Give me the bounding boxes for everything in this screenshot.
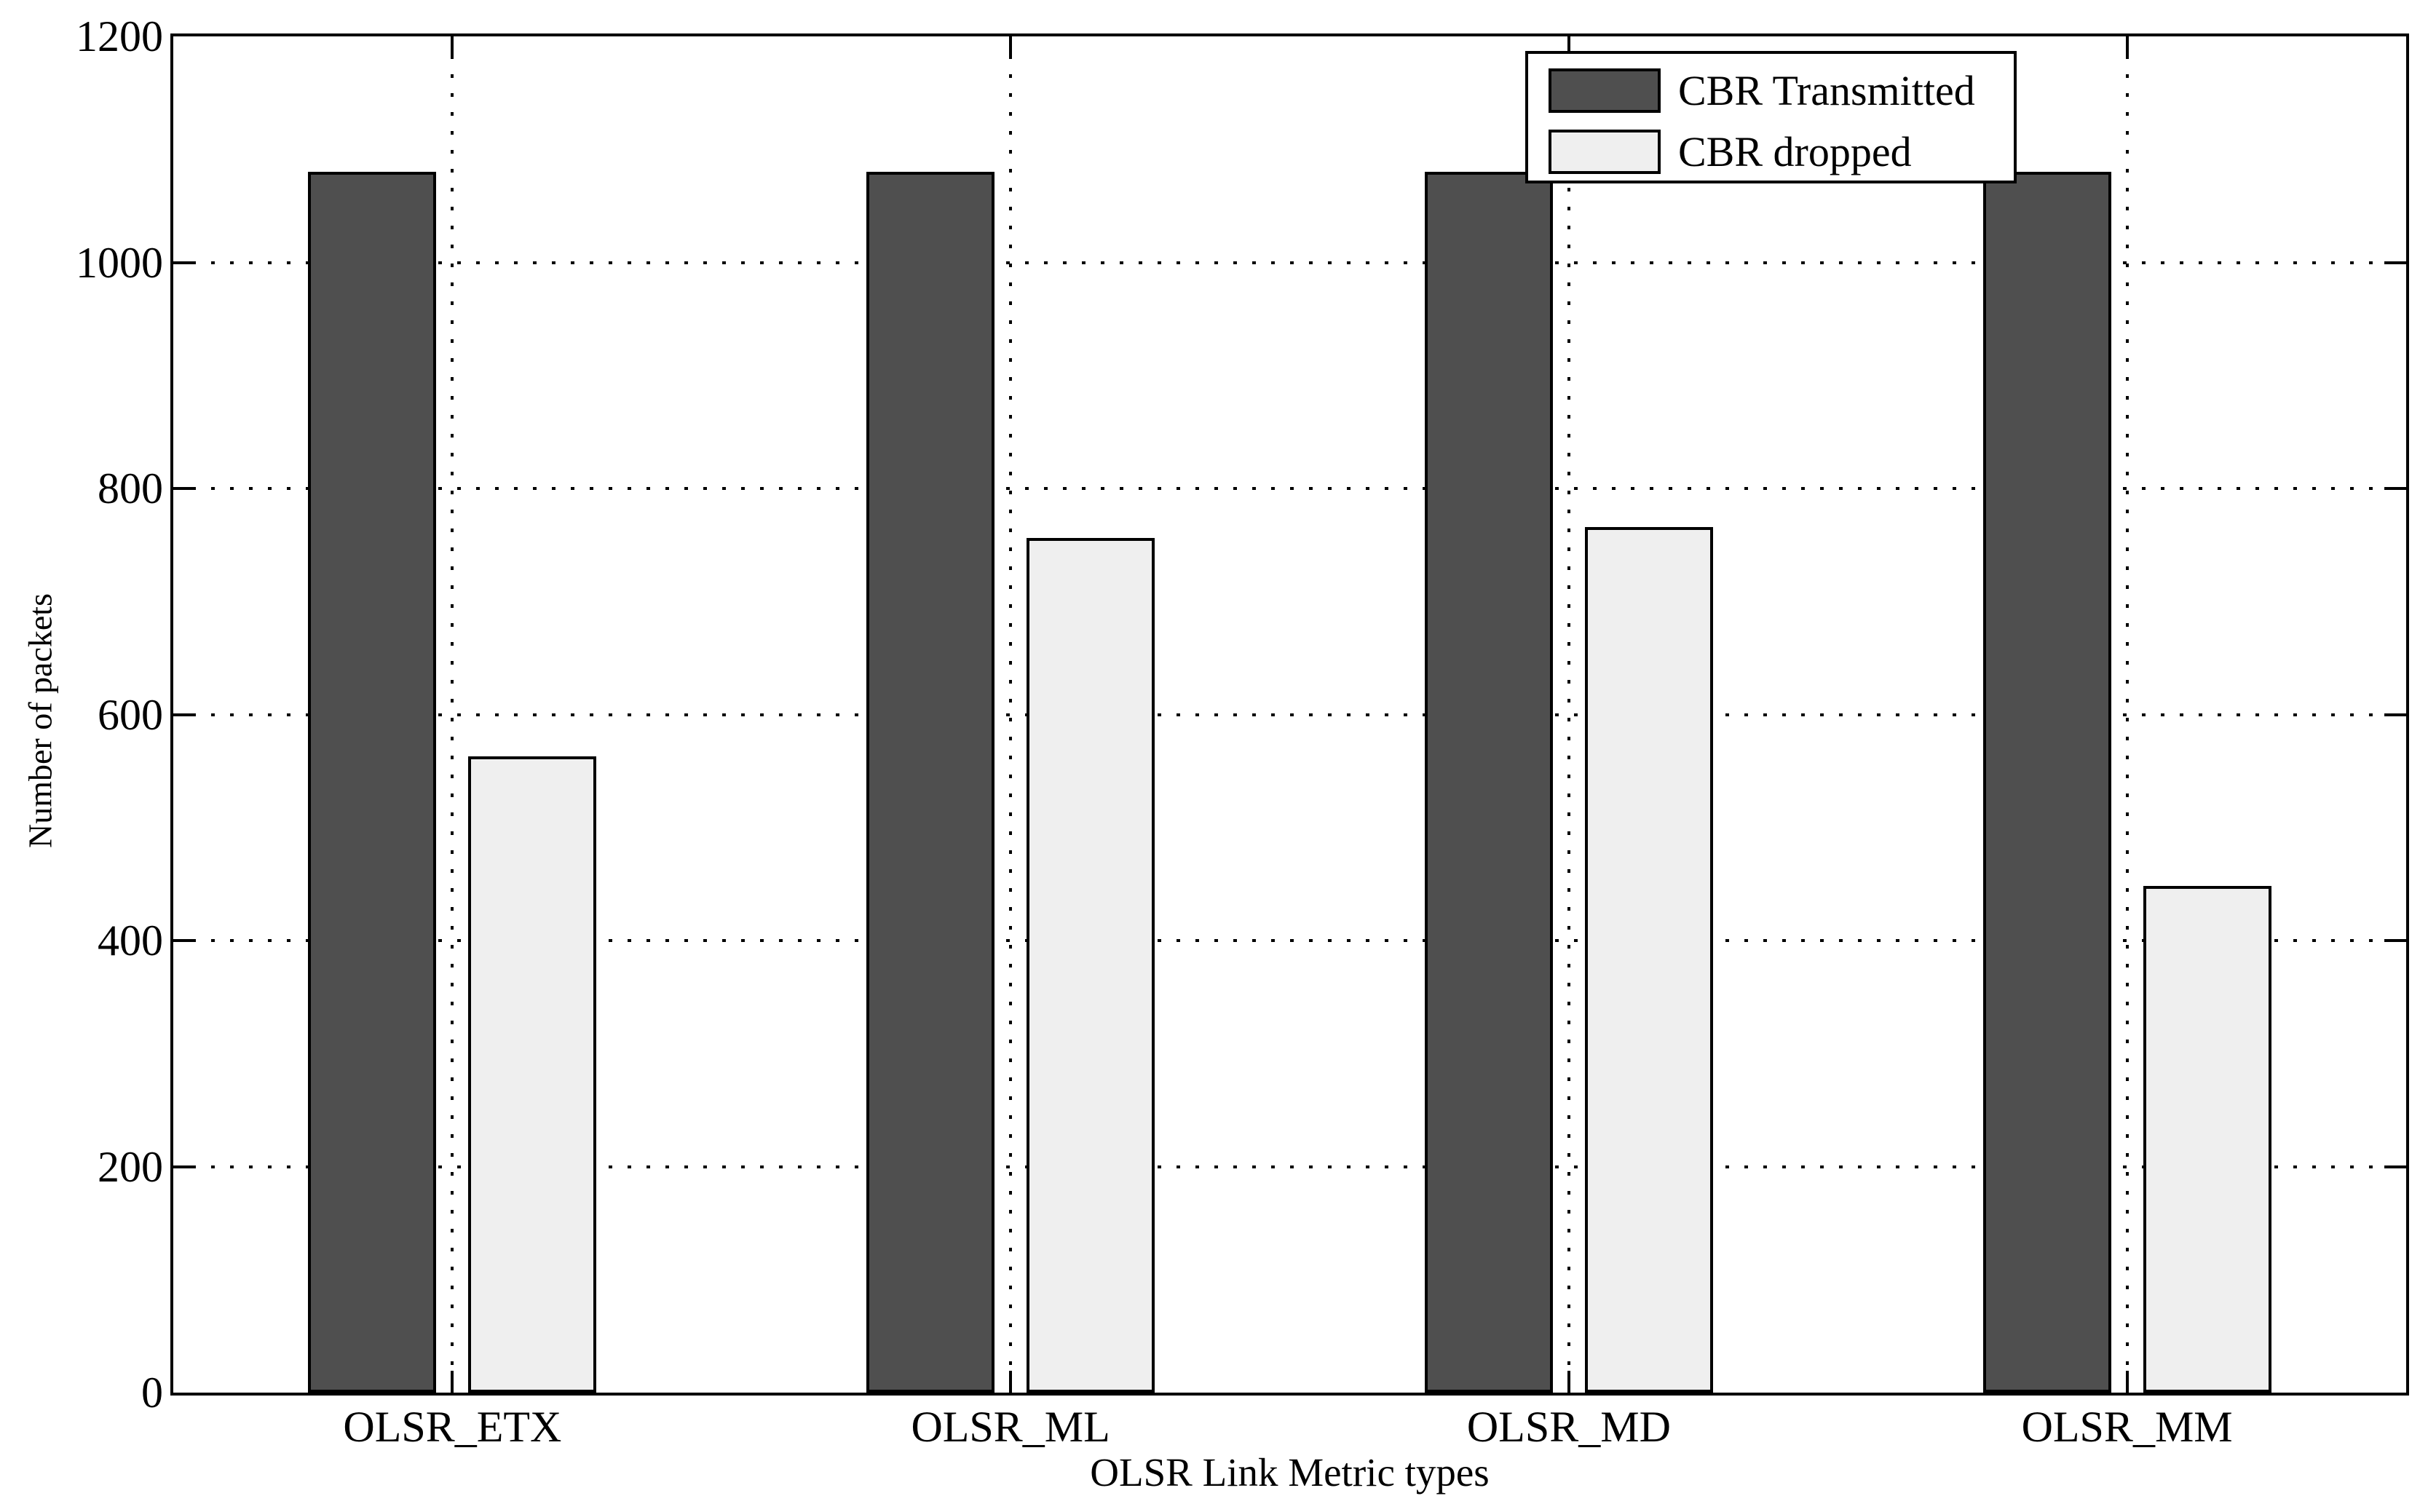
x-tick-label: OLSR_ETX — [343, 1403, 562, 1451]
bar-cbr-dropped-olsr_etx — [468, 756, 597, 1393]
y-tick-label: 1000 — [76, 238, 163, 287]
y-tick-label: 1200 — [76, 12, 163, 60]
x-tick-bottom — [1009, 1371, 1013, 1393]
y-tick-label: 400 — [98, 917, 163, 965]
x-tick-top — [451, 36, 454, 58]
x-tick-top — [1009, 36, 1013, 58]
legend-swatch-cbr-transmitted — [1549, 68, 1661, 113]
y-gridline — [173, 1165, 2406, 1168]
bar-cbr-transmitted-olsr_mm — [1982, 172, 2111, 1393]
x-tick-label: OLSR_ML — [911, 1403, 1110, 1451]
x-tick-bottom — [2125, 1371, 2129, 1393]
y-tick-left — [173, 1165, 195, 1168]
y-tick-label: 200 — [98, 1142, 163, 1191]
x-gridline — [451, 36, 454, 1393]
y-tick-label: 0 — [141, 1369, 163, 1417]
y-tick-right — [2384, 713, 2406, 716]
x-axis-title: OLSR Link Metric types — [1090, 1450, 1490, 1495]
y-tick-label: 800 — [98, 464, 163, 512]
x-gridline — [1567, 36, 1570, 1393]
y-tick-left — [173, 939, 195, 942]
y-tick-label: 600 — [98, 690, 163, 739]
y-tick-right — [2384, 939, 2406, 942]
y-gridline — [173, 713, 2406, 716]
legend-row: CBR dropped — [1528, 121, 2014, 182]
x-tick-top — [2125, 36, 2129, 58]
legend-label: CBR Transmitted — [1678, 66, 1975, 114]
y-tick-right — [2384, 1165, 2406, 1168]
x-tick-label: OLSR_MD — [1466, 1403, 1671, 1451]
y-tick-left — [173, 261, 195, 264]
plot-area — [170, 33, 2409, 1396]
bar-cbr-transmitted-olsr_ml — [866, 172, 995, 1393]
bar-cbr-dropped-olsr_mm — [2143, 886, 2271, 1393]
x-tick-label: OLSR_MM — [2021, 1403, 2233, 1451]
legend-swatch-cbr-dropped — [1549, 129, 1661, 174]
y-tick-left — [173, 713, 195, 716]
bar-cbr-dropped-olsr_ml — [1027, 538, 1155, 1393]
legend: CBR Transmitted CBR dropped — [1525, 51, 2017, 183]
legend-row: CBR Transmitted — [1528, 60, 2014, 121]
x-tick-bottom — [1567, 1371, 1570, 1393]
y-tick-left — [173, 487, 195, 490]
x-gridline — [1009, 36, 1013, 1393]
y-axis-title: Number of packets — [21, 593, 59, 848]
y-gridline — [173, 939, 2406, 942]
x-gridline — [2125, 36, 2129, 1393]
bar-cbr-transmitted-olsr_etx — [308, 172, 437, 1393]
x-tick-top — [1567, 36, 1570, 58]
y-gridline — [173, 261, 2406, 264]
bar-cbr-transmitted-olsr_md — [1424, 172, 1553, 1393]
y-gridline — [173, 487, 2406, 490]
y-tick-right — [2384, 487, 2406, 490]
bar-cbr-dropped-olsr_md — [1584, 526, 1713, 1393]
legend-label: CBR dropped — [1678, 127, 1912, 175]
y-tick-right — [2384, 261, 2406, 264]
x-tick-bottom — [451, 1371, 454, 1393]
